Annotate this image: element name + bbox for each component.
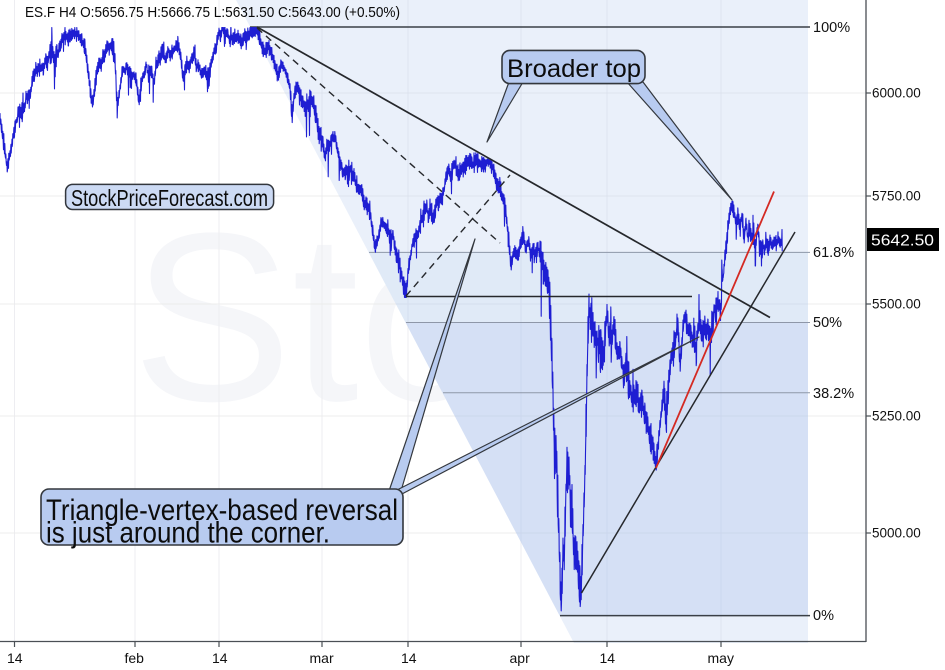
svg-text:apr: apr: [510, 650, 531, 666]
svg-text:Triangle-vertex-based reversal: Triangle-vertex-based reversal: [46, 494, 398, 527]
svg-text:ES.F H4 O:5656.75 H:5666.75: ES.F H4 O:5656.75 H:5666.75 L:5631.50 C:…: [25, 4, 400, 21]
svg-text:may: may: [708, 650, 734, 666]
svg-text:6000.00: 6000.00: [872, 86, 921, 101]
svg-text:is just around the corner.: is just around the corner.: [46, 517, 330, 550]
svg-text:5642.50: 5642.50: [871, 233, 934, 250]
svg-text:5000.00: 5000.00: [872, 526, 921, 541]
svg-text:50%: 50%: [813, 315, 842, 331]
svg-text:0%: 0%: [813, 608, 834, 624]
svg-text:5250.00: 5250.00: [872, 409, 921, 424]
svg-text:38.2%: 38.2%: [813, 386, 854, 402]
svg-text:mar: mar: [310, 650, 334, 666]
svg-text:Broader top: Broader top: [507, 55, 641, 83]
svg-text:14: 14: [212, 650, 228, 666]
svg-text:StockPriceForecast.com: StockPriceForecast.com: [71, 185, 268, 211]
svg-text:5500.00: 5500.00: [872, 297, 921, 312]
svg-text:5750.00: 5750.00: [872, 189, 921, 204]
svg-text:feb: feb: [125, 650, 145, 666]
svg-text:14: 14: [600, 650, 616, 666]
svg-text:61.8%: 61.8%: [813, 245, 854, 261]
svg-text:14: 14: [7, 650, 23, 666]
svg-text:100%: 100%: [813, 20, 850, 36]
svg-text:14: 14: [401, 650, 417, 666]
